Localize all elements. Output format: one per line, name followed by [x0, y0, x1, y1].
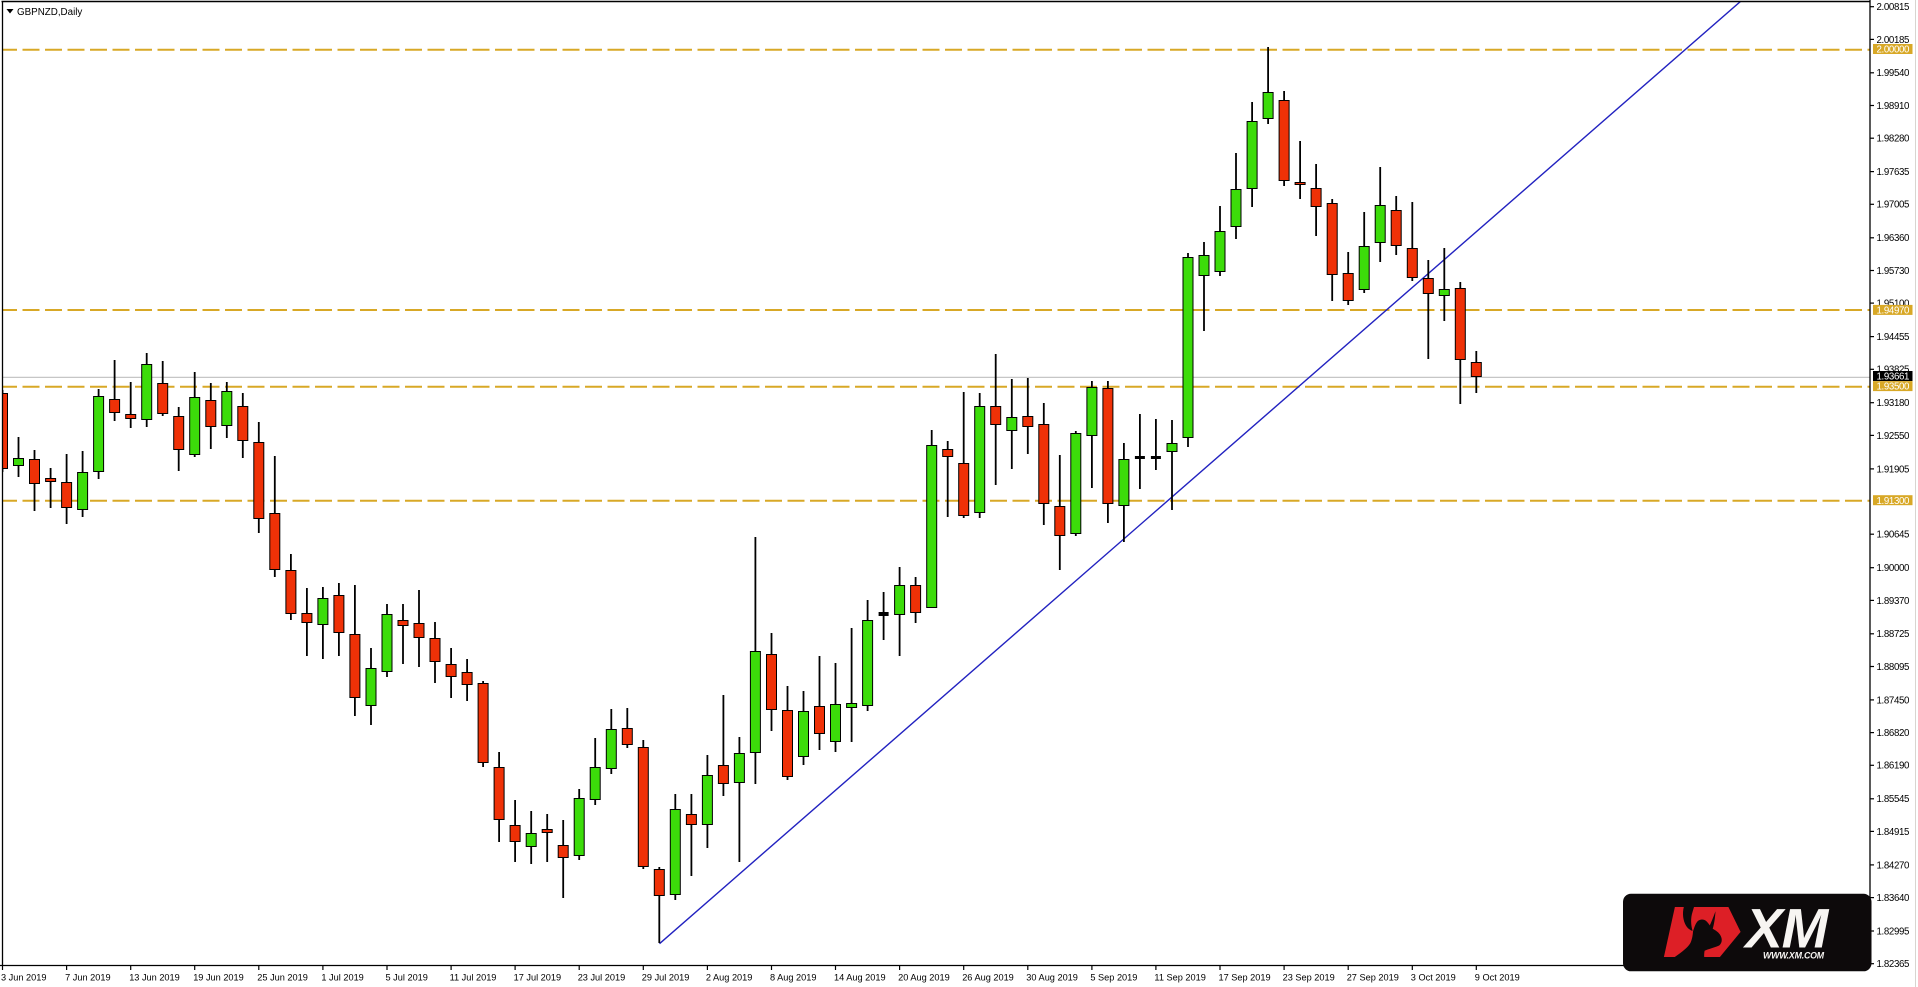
svg-text:1.84270: 1.84270: [1877, 860, 1911, 871]
svg-text:29 Jul 2019: 29 Jul 2019: [642, 973, 690, 983]
svg-text:1.90000: 1.90000: [1877, 563, 1911, 574]
svg-text:1.82365: 1.82365: [1877, 959, 1910, 970]
svg-text:1.86820: 1.86820: [1877, 728, 1911, 739]
svg-text:1.87450: 1.87450: [1877, 695, 1911, 706]
svg-text:1.93661: 1.93661: [1877, 372, 1910, 383]
svg-text:30 Aug 2019: 30 Aug 2019: [1026, 973, 1078, 983]
svg-text:1.95100: 1.95100: [1877, 299, 1911, 310]
svg-text:1.96360: 1.96360: [1877, 233, 1911, 244]
svg-text:1.88725: 1.88725: [1877, 629, 1910, 640]
svg-text:1.92550: 1.92550: [1877, 431, 1911, 442]
svg-text:1.98280: 1.98280: [1877, 134, 1911, 145]
svg-text:1.84915: 1.84915: [1877, 827, 1910, 838]
svg-text:11 Sep 2019: 11 Sep 2019: [1154, 973, 1205, 983]
svg-text:5 Sep 2019: 5 Sep 2019: [1090, 973, 1137, 983]
svg-text:9 Oct 2019: 9 Oct 2019: [1475, 973, 1520, 983]
svg-text:8 Aug 2019: 8 Aug 2019: [770, 973, 817, 983]
svg-text:23 Jul 2019: 23 Jul 2019: [578, 973, 626, 983]
svg-text:2 Aug 2019: 2 Aug 2019: [706, 973, 753, 983]
svg-text:1.91300: 1.91300: [1877, 496, 1911, 507]
svg-text:1.82995: 1.82995: [1877, 926, 1910, 937]
svg-text:27 Sep 2019: 27 Sep 2019: [1347, 973, 1399, 983]
svg-text:1.95730: 1.95730: [1877, 266, 1911, 277]
svg-text:XM: XM: [1743, 897, 1830, 960]
svg-text:25 Jun 2019: 25 Jun 2019: [257, 973, 308, 983]
svg-text:2.00815: 2.00815: [1877, 2, 1910, 13]
svg-text:1.93500: 1.93500: [1877, 382, 1911, 393]
svg-text:1.91905: 1.91905: [1877, 464, 1910, 475]
svg-text:1.93825: 1.93825: [1877, 365, 1910, 376]
svg-text:1.90645: 1.90645: [1877, 530, 1910, 541]
svg-text:1.94970: 1.94970: [1877, 306, 1911, 317]
svg-text:1.99540: 1.99540: [1877, 68, 1911, 79]
svg-text:23 Sep 2019: 23 Sep 2019: [1283, 973, 1335, 983]
svg-text:1.97005: 1.97005: [1877, 200, 1910, 211]
svg-text:2.00185: 2.00185: [1877, 35, 1910, 46]
svg-text:1.94455: 1.94455: [1877, 332, 1910, 343]
svg-text:3 Oct 2019: 3 Oct 2019: [1411, 973, 1456, 983]
svg-text:17 Sep 2019: 17 Sep 2019: [1219, 973, 1271, 983]
svg-text:1.86190: 1.86190: [1877, 761, 1911, 772]
svg-text:17 Jul 2019: 17 Jul 2019: [514, 973, 562, 983]
svg-text:7 Jun 2019: 7 Jun 2019: [65, 973, 110, 983]
svg-text:13 Jun 2019: 13 Jun 2019: [129, 973, 180, 983]
svg-text:14 Aug 2019: 14 Aug 2019: [834, 973, 886, 983]
svg-text:19 Jun 2019: 19 Jun 2019: [193, 973, 244, 983]
svg-text:26 Aug 2019: 26 Aug 2019: [962, 973, 1014, 983]
svg-text:1.85545: 1.85545: [1877, 794, 1910, 805]
svg-text:1.93180: 1.93180: [1877, 398, 1911, 409]
svg-text:11 Jul 2019: 11 Jul 2019: [450, 973, 497, 983]
svg-text:1 Jul 2019: 1 Jul 2019: [321, 973, 363, 983]
svg-text:5 Jul 2019: 5 Jul 2019: [386, 973, 428, 983]
svg-text:GBPNZD,Daily: GBPNZD,Daily: [17, 7, 82, 18]
svg-text:2.00000: 2.00000: [1877, 45, 1911, 56]
svg-text:WWW.XM.COM: WWW.XM.COM: [1763, 951, 1825, 961]
svg-text:1.89370: 1.89370: [1877, 596, 1911, 607]
svg-text:1.97635: 1.97635: [1877, 167, 1910, 178]
svg-text:1.88095: 1.88095: [1877, 662, 1910, 673]
svg-text:1.98910: 1.98910: [1877, 101, 1911, 112]
svg-text:20 Aug 2019: 20 Aug 2019: [898, 973, 950, 983]
svg-text:3 Jun 2019: 3 Jun 2019: [1, 973, 46, 983]
svg-text:1.83640: 1.83640: [1877, 893, 1911, 904]
